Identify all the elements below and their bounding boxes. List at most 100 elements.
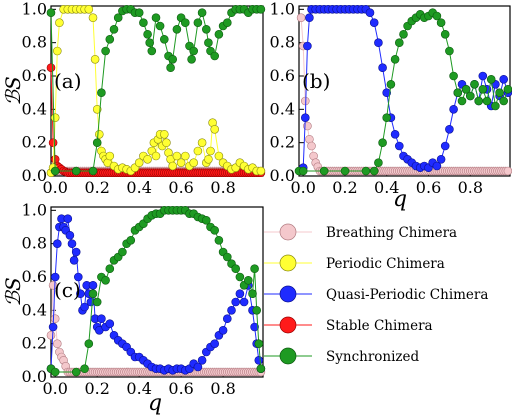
data-point [378,63,387,72]
data-point [394,38,404,48]
panel-a-y-axis-label: ℬS [1,76,25,105]
x-tick-label: 0.4 [126,379,151,398]
data-point [97,314,106,324]
data-point [55,18,64,28]
data-point [50,314,60,324]
data-point [250,322,259,332]
y-tick-label: 1.0 [270,0,295,18]
data-point [204,155,213,164]
data-point [88,13,98,23]
data-point [382,88,392,97]
y-tick-label: 0.6 [22,66,47,85]
data-point [134,8,144,17]
data-point [210,51,219,61]
series-periodic-chimera [46,5,266,177]
panel-b-x-ticks: 0.0 0.2 0.4 0.6 0.8 [290,171,483,197]
data-point [218,325,228,335]
data-point [482,96,492,106]
data-point [118,247,127,257]
data-point [92,297,102,307]
data-point [48,322,58,332]
data-point [160,130,169,139]
data-point [202,216,211,225]
data-point [176,158,186,167]
panel-b-y-ticks: 0.0 0.2 0.4 0.6 0.8 1.0 [270,0,304,185]
data-point [197,355,207,365]
x-tick-label: 0.0 [290,178,315,197]
data-point [126,236,136,245]
legend: Breathing Chimera Periodic Chimera Quasi-P… [264,223,488,365]
data-point [168,54,177,64]
x-tick-label: 0.0 [42,379,67,398]
y-tick-label: 0.4 [22,99,47,118]
data-point [143,29,152,39]
y-tick-label: 0.4 [22,300,47,319]
y-tick-label: 0.8 [270,33,295,52]
data-point [369,18,379,28]
data-point [74,272,83,282]
series-synchronized [46,206,266,377]
data-point [374,38,383,48]
data-point [172,151,182,161]
data-point [187,54,196,64]
x-tick-label: 0.2 [84,178,109,197]
legend-marker [279,285,297,303]
data-point [92,105,102,114]
data-point [436,155,446,164]
data-point [374,158,383,167]
data-point [223,252,232,262]
data-point [252,305,262,315]
panel-c-y-ticks: 0.0 0.2 0.4 0.6 0.8 1.0 [22,200,56,386]
x-tick-label: 0.8 [210,379,235,398]
data-point [105,151,115,161]
data-point [503,166,512,176]
data-point [105,34,115,44]
data-point [432,11,442,21]
legend-marker [279,316,297,334]
data-point [181,18,190,28]
data-point [399,29,408,39]
data-point [386,80,396,89]
data-point [193,18,203,28]
data-point [436,18,446,28]
x-tick-label: 0.6 [416,178,441,197]
panel-a-label: (a) [54,69,82,93]
data-point [46,330,56,340]
data-point [394,141,404,151]
data-point [478,85,488,94]
data-point [97,88,106,97]
data-point [300,113,310,122]
legend-marker [279,347,297,365]
data-point [101,275,110,285]
legend-item-synchronized: Synchronized [264,347,420,365]
data-point [390,130,400,139]
data-point [67,239,77,248]
panel-b-label: (b) [302,69,330,93]
data-point [92,138,102,147]
data-point [432,161,442,171]
data-point [503,85,512,94]
panel-c-frame [50,206,264,378]
data-point [340,166,350,176]
data-point [50,166,60,176]
legend-marker [279,254,297,272]
y-tick-label: 0.8 [22,33,47,52]
data-point [244,275,253,285]
data-point [181,151,190,161]
data-point [210,226,219,235]
legend-item-breathing-chimera: Breathing Chimera [264,223,457,241]
data-point [457,96,467,106]
y-tick-label: 1.0 [22,200,47,219]
panel-a: 0.0 0.2 0.4 0.6 0.8 1.0 0.0 0.2 0.4 0.6 0.8 (a) ℬ… [1,0,266,197]
data-point [101,46,110,56]
data-point [499,75,509,84]
x-tick-label: 0.2 [332,178,357,197]
y-tick-label: 0.2 [22,133,47,152]
data-point [256,166,266,176]
panel-b: 0.0 0.2 0.4 0.6 0.8 1.0 0.0 0.2 0.4 0.6 0.8 (b) q [270,0,512,212]
data-point [231,297,240,307]
data-point [235,272,245,282]
y-tick-label: 0.0 [270,166,295,185]
data-point [50,113,60,122]
